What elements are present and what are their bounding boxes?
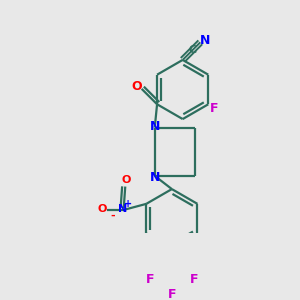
Text: F: F	[210, 102, 219, 116]
Text: O: O	[121, 175, 131, 185]
Text: N: N	[150, 171, 160, 184]
Text: N: N	[118, 204, 127, 214]
Text: -: -	[110, 211, 115, 221]
Text: O: O	[131, 80, 142, 93]
Text: O: O	[97, 204, 106, 214]
Text: N: N	[200, 34, 210, 47]
Text: F: F	[189, 273, 198, 286]
Text: C: C	[188, 45, 196, 55]
Text: +: +	[124, 199, 132, 209]
Text: N: N	[150, 120, 160, 133]
Text: F: F	[168, 288, 176, 300]
Text: F: F	[146, 273, 154, 286]
